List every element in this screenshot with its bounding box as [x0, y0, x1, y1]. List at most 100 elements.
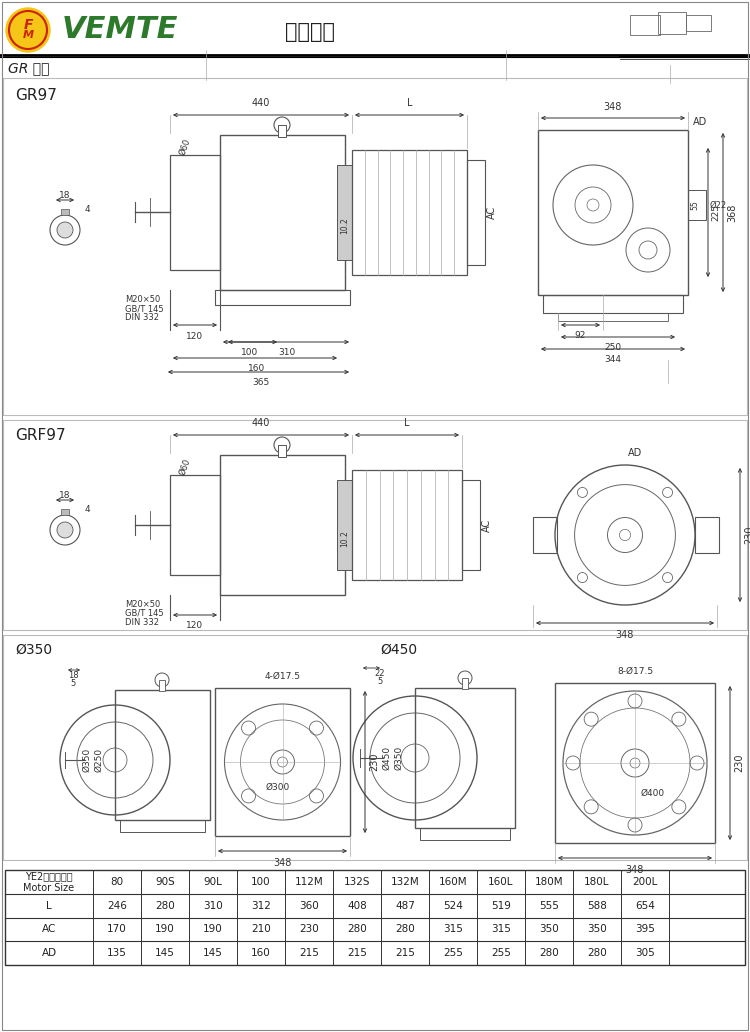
Bar — [220, 135, 345, 290]
Text: M20×50: M20×50 — [125, 295, 160, 304]
Bar — [215, 688, 350, 836]
Text: GB/T 145: GB/T 145 — [125, 609, 164, 618]
Text: 280: 280 — [395, 925, 415, 934]
Bar — [543, 295, 683, 313]
Text: 120: 120 — [187, 621, 203, 630]
Text: 230: 230 — [369, 752, 379, 771]
Bar — [415, 688, 515, 828]
Text: 310: 310 — [278, 348, 296, 357]
Text: 225: 225 — [711, 204, 720, 221]
Text: 348: 348 — [626, 865, 644, 875]
Text: 315: 315 — [443, 925, 463, 934]
Text: 588: 588 — [587, 901, 607, 910]
Text: 132S: 132S — [344, 877, 370, 886]
Text: AD: AD — [628, 448, 642, 458]
Text: 344: 344 — [604, 355, 622, 364]
Bar — [462, 480, 480, 570]
Text: 55: 55 — [690, 200, 699, 209]
Text: 230: 230 — [299, 925, 319, 934]
Text: Ø22: Ø22 — [710, 200, 727, 209]
Text: 348: 348 — [616, 630, 634, 640]
Text: 10.2: 10.2 — [340, 217, 350, 234]
Text: Ø350: Ø350 — [394, 746, 404, 770]
Text: 112M: 112M — [295, 877, 323, 886]
Bar — [688, 190, 706, 220]
Text: Ø400: Ø400 — [641, 788, 665, 798]
Text: M20×50: M20×50 — [125, 600, 160, 609]
Text: 360: 360 — [299, 901, 319, 910]
Text: GB/T 145: GB/T 145 — [125, 304, 164, 313]
Text: F: F — [23, 18, 33, 32]
Text: 315: 315 — [491, 925, 511, 934]
Text: 368: 368 — [727, 203, 737, 222]
Text: GRF97: GRF97 — [15, 427, 66, 443]
Text: 246: 246 — [107, 901, 127, 910]
Text: Ø350: Ø350 — [15, 643, 52, 657]
Text: 350: 350 — [587, 925, 607, 934]
Text: Ø300: Ø300 — [266, 782, 290, 792]
Text: 22: 22 — [375, 670, 386, 678]
Text: 8-Ø17.5: 8-Ø17.5 — [617, 667, 653, 676]
Text: 92: 92 — [574, 331, 586, 340]
Text: 190: 190 — [155, 925, 175, 934]
Text: 145: 145 — [203, 948, 223, 958]
Circle shape — [6, 8, 50, 52]
Text: 10.2: 10.2 — [340, 530, 350, 547]
Text: Ø60: Ø60 — [178, 137, 192, 157]
Bar — [467, 160, 485, 265]
Text: 250: 250 — [604, 343, 622, 352]
Bar — [278, 125, 286, 137]
Text: AC: AC — [487, 205, 497, 219]
Text: 145: 145 — [155, 948, 175, 958]
Text: 280: 280 — [587, 948, 607, 958]
Text: AC: AC — [482, 518, 492, 531]
Text: AD: AD — [41, 948, 56, 958]
Text: L: L — [404, 418, 410, 428]
Text: Ø450: Ø450 — [382, 746, 392, 770]
Bar — [695, 517, 719, 553]
Text: 5: 5 — [70, 678, 76, 687]
Text: 160L: 160L — [488, 877, 514, 886]
Bar — [352, 470, 462, 580]
Text: 160: 160 — [251, 948, 271, 958]
Text: Ø250: Ø250 — [94, 748, 104, 772]
Bar — [170, 155, 220, 270]
Text: 255: 255 — [443, 948, 463, 958]
Text: 215: 215 — [347, 948, 367, 958]
Text: 519: 519 — [491, 901, 511, 910]
Text: 160: 160 — [248, 364, 266, 373]
Text: YE2电机机座号
Motor Size: YE2电机机座号 Motor Size — [23, 871, 74, 893]
Text: 4: 4 — [85, 506, 91, 515]
Text: 654: 654 — [635, 901, 655, 910]
Text: 100: 100 — [251, 877, 271, 886]
Text: Ø60: Ø60 — [178, 457, 192, 477]
Text: GR 系列: GR 系列 — [8, 61, 50, 75]
Text: 215: 215 — [299, 948, 319, 958]
Bar — [337, 480, 352, 570]
Text: 487: 487 — [395, 901, 415, 910]
Circle shape — [57, 522, 73, 538]
Text: DIN 332: DIN 332 — [125, 618, 159, 627]
Bar — [278, 445, 286, 457]
Bar — [220, 455, 345, 595]
Text: 348: 348 — [273, 858, 292, 868]
Text: 180L: 180L — [584, 877, 610, 886]
Text: 18: 18 — [59, 191, 70, 199]
Text: 395: 395 — [635, 925, 655, 934]
Text: 230: 230 — [734, 753, 744, 772]
Text: 312: 312 — [251, 901, 271, 910]
Bar — [462, 678, 468, 689]
Text: 255: 255 — [491, 948, 511, 958]
Bar — [686, 15, 711, 31]
Text: 减速电机: 减速电机 — [285, 22, 335, 42]
Bar — [3, 78, 747, 415]
Bar — [533, 517, 557, 553]
Bar — [5, 870, 745, 965]
Text: 280: 280 — [539, 948, 559, 958]
Text: 200L: 200L — [632, 877, 658, 886]
Text: 440: 440 — [252, 418, 270, 428]
Bar — [630, 15, 660, 35]
Text: 280: 280 — [155, 901, 175, 910]
Bar — [170, 475, 220, 575]
Text: 180M: 180M — [535, 877, 563, 886]
